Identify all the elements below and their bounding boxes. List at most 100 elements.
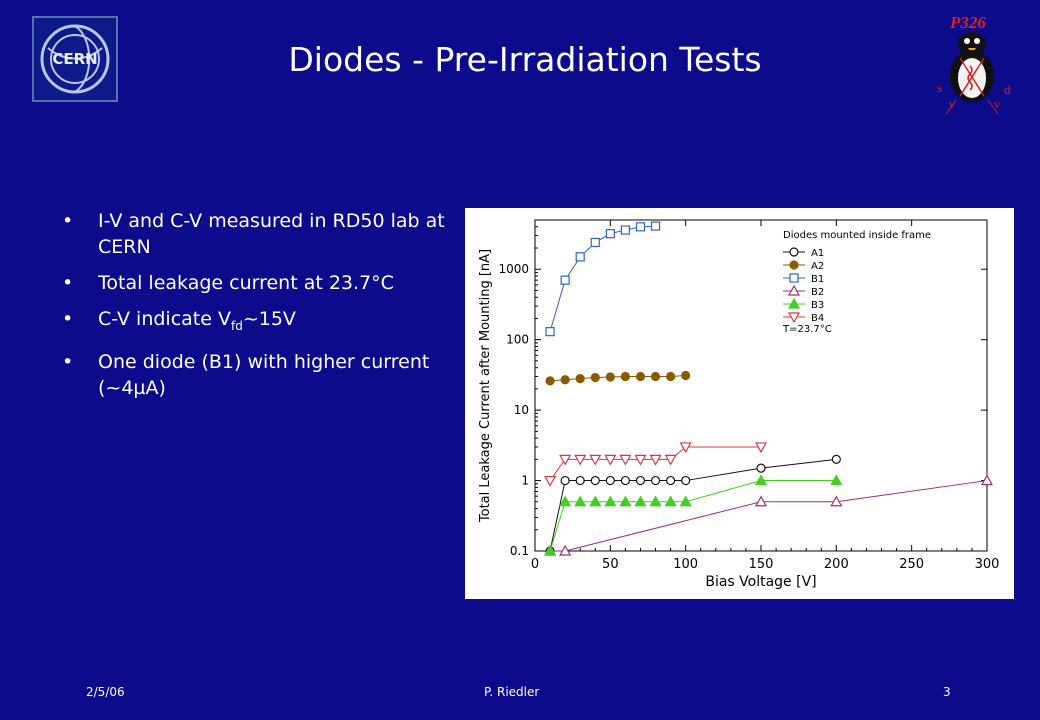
series-b4-point	[589, 454, 602, 466]
y-tick-label: 10	[514, 403, 529, 417]
badge-label: P326	[949, 13, 986, 32]
series-b1-point	[605, 229, 615, 239]
y-axis-label: Total Leakage Current after Mounting [nA…	[478, 249, 493, 523]
bullet-item: • I-V and C-V measured in RD50 lab at CE…	[62, 208, 462, 260]
legend-a2-label: A2	[811, 261, 824, 272]
cern-logo-icon: CERN	[40, 24, 110, 94]
series-a1-point	[590, 475, 600, 486]
series-b1-point	[650, 221, 661, 231]
badge-nu-left: ν	[949, 96, 955, 111]
legend-b3-label: B3	[811, 300, 824, 311]
series-a2-point	[666, 371, 676, 382]
legend-a1-label: A1	[811, 248, 824, 259]
series-a2-point	[560, 375, 570, 385]
series-b3-point	[589, 495, 602, 507]
series-a2-point	[635, 371, 646, 382]
series-a1-point	[560, 475, 570, 486]
series-a1-point	[831, 454, 841, 464]
series-a2-line	[550, 375, 686, 382]
y-tick-label: 1000	[498, 262, 529, 276]
series-b4-point	[649, 454, 662, 466]
series-a2-point	[650, 371, 661, 382]
series-a1-point	[681, 475, 691, 486]
x-tick-label: 0	[531, 557, 539, 572]
penguin-icon	[945, 32, 999, 115]
series-b4-point	[619, 454, 632, 466]
x-tick-label: 150	[749, 557, 774, 572]
series-a1-point	[605, 475, 615, 486]
legend-b1-label: B1	[811, 274, 824, 285]
legend-b2-marker	[787, 284, 801, 296]
bullet-dot: •	[62, 308, 74, 330]
series-b3-point	[679, 495, 692, 507]
legend-b4-label: B4	[811, 313, 824, 324]
series-b1-point	[620, 225, 630, 235]
series-b3-point	[574, 495, 587, 507]
series-b3-point	[544, 544, 557, 556]
y-tick-label: 100	[506, 333, 529, 347]
legend-note: T=23.7°C	[782, 324, 832, 335]
series-b3-line	[549, 480, 837, 552]
series-b1-point	[575, 252, 585, 262]
series-b4-point	[544, 475, 557, 487]
y-tick-label: 1	[521, 474, 529, 488]
series-a1-point	[575, 475, 585, 486]
p326-badge: P326 s d ν ν	[926, 6, 1026, 126]
series-a2-point	[575, 374, 585, 384]
bullet-list: • I-V and C-V measured in RD50 lab at CE…	[62, 208, 462, 411]
series-b4-point	[634, 454, 647, 466]
x-tick-label: 100	[673, 557, 698, 572]
series-a1-point	[666, 475, 676, 486]
footer-date: 2/5/06	[86, 685, 125, 699]
series-a2-point	[620, 371, 630, 382]
footer-author: P. Riedler	[484, 685, 540, 699]
bullet-text-after: ~15V	[242, 308, 296, 330]
bullet-item: • C-V indicate Vfd~15V	[62, 306, 462, 339]
badge-nu-right: ν	[994, 96, 1000, 111]
bullet-subscript: fd	[230, 318, 243, 333]
series-a2-point	[545, 376, 555, 386]
bullet-dot: •	[62, 350, 74, 373]
legend-b1-marker	[789, 273, 799, 283]
badge-s: s	[937, 80, 942, 95]
series-b1-point	[560, 275, 570, 285]
x-tick-label: 200	[824, 557, 849, 572]
series-b3-point	[604, 495, 617, 507]
series-b3-point	[559, 495, 572, 507]
series-b4-point	[664, 454, 677, 466]
series-b3-point	[619, 495, 632, 507]
series-b2-point	[754, 495, 768, 507]
series-b3-point	[830, 474, 843, 486]
series-a2-point	[590, 372, 600, 383]
chart-svg: 0 50 100 150 200 250 300 0.1 1 10 100 1000 Bias Volt…	[478, 219, 1000, 590]
legend-b3-marker	[787, 297, 801, 309]
series-b2-line	[550, 480, 988, 552]
series-b4-point	[754, 442, 768, 454]
bullet-dot: •	[62, 272, 74, 294]
series-b2-point	[830, 495, 843, 507]
x-tick-label: 300	[975, 557, 1000, 572]
series-b1-point	[545, 327, 555, 337]
legend-b4-marker	[787, 312, 801, 324]
bullet-item: • Total leakage current at 23.7°C	[62, 270, 462, 296]
bullet-text: I-V and C-V measured in RD50 lab at CERN	[98, 210, 445, 258]
bullet-dot: •	[62, 210, 74, 232]
bullet-text: One diode (B1) with higher current (~4µA…	[98, 350, 430, 399]
series-b4-point	[604, 454, 617, 466]
series-b4-point	[679, 442, 692, 454]
badge-d: d	[1004, 82, 1011, 97]
series-b1-point	[635, 222, 646, 232]
legend-b2-label: B2	[811, 287, 824, 298]
series-b2-point	[980, 474, 994, 486]
bullet-text: Total leakage current at 23.7°C	[98, 272, 394, 294]
series-a1-point	[620, 475, 630, 486]
bullet-item: • One diode (B1) with higher current (~4…	[62, 349, 462, 401]
series-b4-point	[574, 454, 587, 466]
series-b4-point	[559, 454, 572, 466]
series-b3-point	[649, 495, 662, 507]
legend-a1-marker	[789, 247, 799, 257]
series-a1-point	[650, 475, 661, 486]
x-tick-label: 50	[602, 557, 619, 572]
leakage-current-plot: 0 50 100 150 200 250 300 0.1 1 10 100 1000 Bias Volt…	[465, 208, 1014, 599]
series-a1-point	[756, 463, 766, 473]
